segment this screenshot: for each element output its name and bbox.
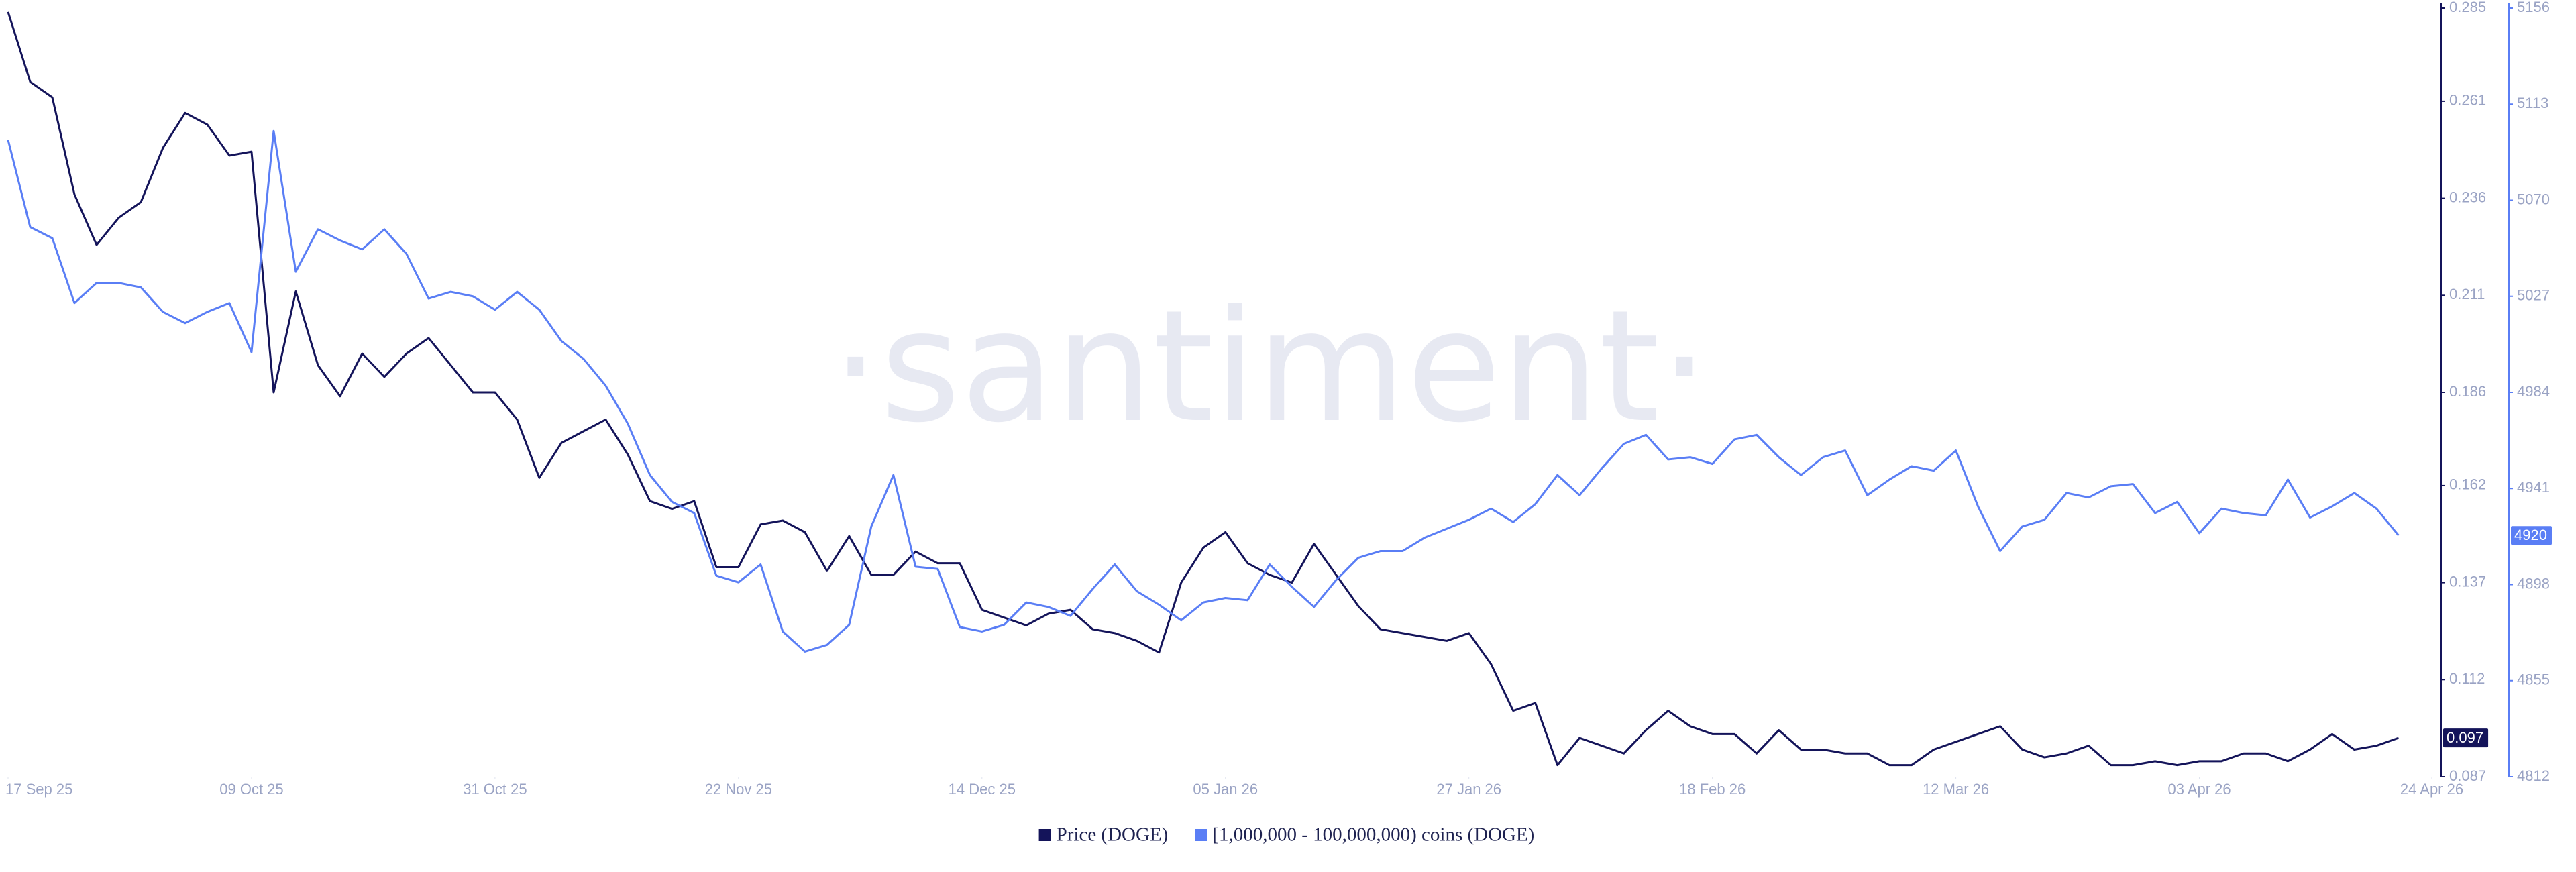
y-tick-label: 0.112 bbox=[2449, 670, 2485, 687]
y-tick-label: 0.087 bbox=[2449, 767, 2486, 784]
legend-item: [1,000,000 - 100,000,000) coins (DOGE) bbox=[1195, 824, 1534, 846]
y2-tick-label: 5113 bbox=[2517, 95, 2548, 111]
legend-label: Price (DOGE) bbox=[1057, 824, 1169, 846]
y2-tick-label: 4812 bbox=[2517, 767, 2550, 784]
y2-tick-label: 4941 bbox=[2517, 479, 2550, 496]
x-tick-label: 31 Oct 25 bbox=[463, 781, 527, 798]
badge-box bbox=[2511, 526, 2552, 545]
y2-tick-label: 4855 bbox=[2517, 671, 2550, 688]
x-tick-label: 09 Oct 25 bbox=[219, 781, 283, 798]
x-tick-label: 14 Dec 25 bbox=[949, 781, 1016, 798]
badge-box bbox=[2443, 728, 2489, 748]
y-tick-label: 0.285 bbox=[2449, 0, 2486, 15]
y-tick-label: 0.261 bbox=[2449, 92, 2486, 109]
legend-label: [1,000,000 - 100,000,000) coins (DOGE) bbox=[1212, 824, 1534, 846]
x-tick-label: 12 Mar 26 bbox=[1923, 781, 1989, 798]
y2-tick-label: 4984 bbox=[2517, 383, 2550, 400]
x-tick-label: 03 Apr 26 bbox=[2167, 781, 2231, 798]
series-line bbox=[7, 129, 2400, 653]
x-tick-label: 05 Jan 26 bbox=[1193, 781, 1258, 798]
x-tick-label: 24 Apr 26 bbox=[2400, 781, 2463, 798]
legend-swatch bbox=[1038, 829, 1051, 841]
x-tick-label: 22 Nov 25 bbox=[705, 781, 772, 798]
y2-tick-label: 5027 bbox=[2517, 287, 2550, 304]
legend-swatch bbox=[1195, 829, 1208, 841]
y-tick-label: 0.162 bbox=[2449, 476, 2486, 493]
x-tick-label: 18 Feb 26 bbox=[1679, 781, 1746, 798]
legend: Price (DOGE) [1,000,000 - 100,000,000) co… bbox=[1038, 824, 1534, 846]
y2-tick-label: 4898 bbox=[2517, 575, 2550, 592]
y2-tick-label: 5070 bbox=[2517, 190, 2550, 207]
y-tick-label: 0.186 bbox=[2449, 383, 2486, 400]
y-tick-label: 0.137 bbox=[2449, 573, 2486, 590]
last-value-badge: 4920 bbox=[2511, 526, 2552, 545]
badge-label: 4920 bbox=[2514, 527, 2547, 543]
y-tick-label: 0.211 bbox=[2449, 286, 2485, 303]
x-tick-label: 27 Jan 26 bbox=[1436, 781, 1501, 798]
watermark: ·santiment· bbox=[831, 278, 1709, 457]
y-tick-label: 0.236 bbox=[2449, 188, 2486, 205]
badge-label: 0.097 bbox=[2447, 729, 2483, 746]
x-tick-label: 17 Sep 25 bbox=[5, 781, 72, 798]
last-value-badge: 0.097 bbox=[2443, 728, 2489, 748]
series-line bbox=[7, 11, 2400, 767]
y2-tick-label: 5156 bbox=[2517, 0, 2550, 15]
legend-item: Price (DOGE) bbox=[1038, 824, 1169, 846]
